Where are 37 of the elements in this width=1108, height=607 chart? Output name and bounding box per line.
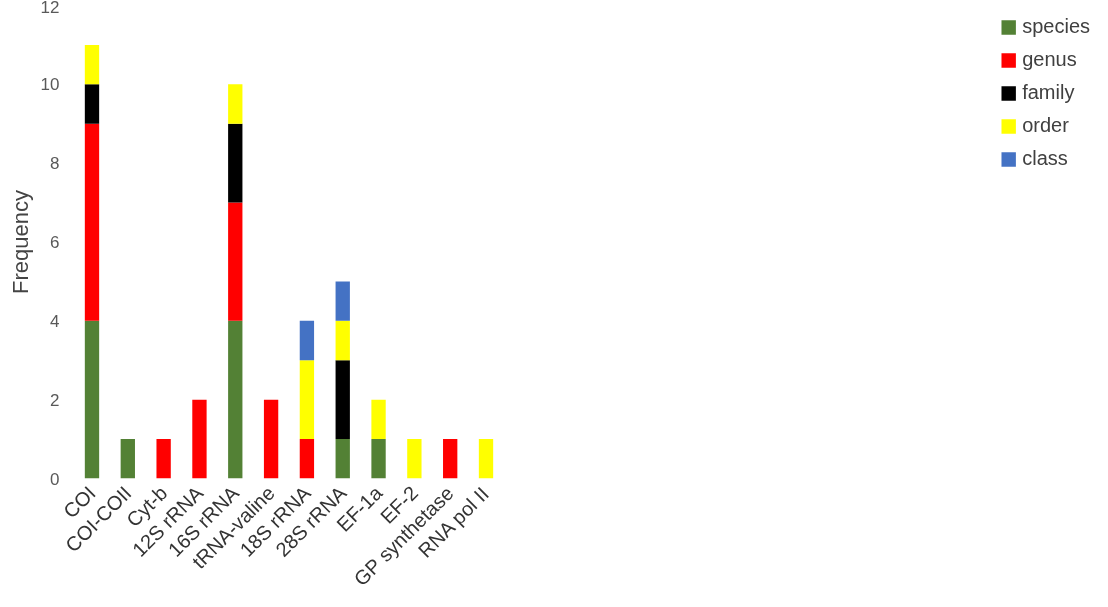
bar: [407, 439, 422, 479]
y-axis-title: Frequency: [7, 190, 33, 294]
bar: [335, 360, 350, 440]
bar: [335, 281, 350, 321]
bar: [228, 84, 243, 124]
bar: [263, 399, 279, 479]
legend-label: order: [1022, 114, 1069, 137]
bar: [371, 399, 386, 440]
y-tick-label: 8: [50, 154, 60, 174]
bar: [299, 320, 315, 361]
bar: [443, 439, 458, 479]
bar: [192, 399, 207, 479]
legend-label: genus: [1022, 48, 1077, 71]
y-tick-label: 6: [50, 233, 60, 252]
bar: [371, 439, 386, 479]
bar: [84, 123, 100, 321]
bar: [84, 84, 100, 124]
bar: [156, 439, 171, 479]
bar: [299, 439, 315, 479]
legend-label: family: [1022, 81, 1075, 104]
y-tick-label: 4: [50, 311, 60, 331]
bar: [84, 320, 100, 479]
bar: [84, 44, 100, 85]
legend-label: species: [1022, 15, 1090, 38]
y-tick-label: 12: [40, 0, 60, 17]
y-tick-label: 10: [40, 75, 60, 95]
bar: [228, 123, 243, 203]
legend-label: class: [1022, 147, 1068, 170]
bar: [228, 202, 243, 321]
bar: [335, 320, 350, 361]
bar: [478, 439, 494, 479]
y-tick-label: 0: [50, 469, 60, 489]
bar: [228, 320, 243, 479]
bar: [335, 439, 350, 479]
y-tick-label: 2: [50, 390, 60, 410]
bar: [299, 360, 315, 440]
bar: [120, 439, 135, 479]
